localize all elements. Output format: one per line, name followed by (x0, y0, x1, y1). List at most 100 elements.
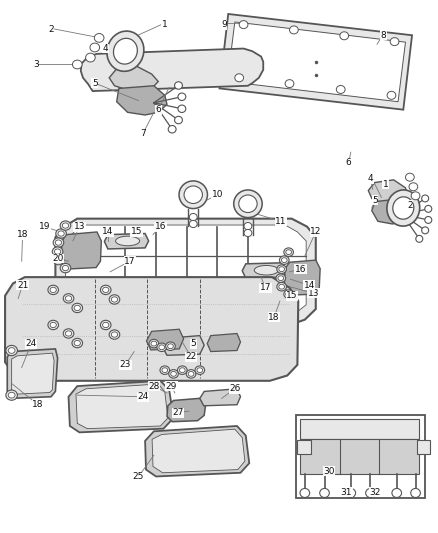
Ellipse shape (386, 190, 419, 226)
Text: 23: 23 (120, 360, 131, 369)
Text: 14: 14 (102, 228, 113, 237)
Ellipse shape (62, 223, 68, 228)
Ellipse shape (278, 284, 284, 289)
Text: 31: 31 (340, 488, 351, 497)
Ellipse shape (74, 341, 80, 346)
Ellipse shape (167, 344, 173, 349)
Ellipse shape (94, 34, 104, 42)
Polygon shape (81, 49, 263, 91)
Ellipse shape (174, 82, 182, 89)
Text: 15: 15 (131, 228, 142, 237)
Polygon shape (7, 349, 57, 398)
Ellipse shape (365, 488, 374, 497)
Polygon shape (109, 66, 158, 92)
Ellipse shape (389, 38, 398, 46)
Ellipse shape (109, 330, 120, 339)
Ellipse shape (48, 285, 58, 295)
Ellipse shape (65, 331, 71, 336)
Ellipse shape (319, 488, 328, 497)
Polygon shape (284, 260, 319, 295)
Ellipse shape (276, 265, 286, 273)
Text: 32: 32 (368, 488, 380, 497)
Bar (300, 419, 419, 439)
Text: 21: 21 (17, 280, 28, 289)
Ellipse shape (179, 181, 207, 208)
Ellipse shape (339, 32, 348, 40)
Ellipse shape (149, 340, 158, 348)
Ellipse shape (63, 294, 74, 303)
Text: 16: 16 (294, 265, 306, 273)
Ellipse shape (100, 285, 111, 295)
Text: 8: 8 (380, 31, 385, 40)
Polygon shape (371, 198, 412, 224)
Polygon shape (207, 334, 240, 352)
Ellipse shape (254, 265, 278, 275)
Polygon shape (12, 353, 54, 394)
Text: 5: 5 (371, 196, 377, 205)
Ellipse shape (162, 368, 167, 373)
Ellipse shape (283, 248, 293, 256)
Ellipse shape (58, 231, 64, 236)
Ellipse shape (165, 342, 175, 351)
Text: 18: 18 (268, 312, 279, 321)
Ellipse shape (410, 488, 420, 497)
Ellipse shape (85, 53, 95, 62)
Polygon shape (162, 336, 204, 356)
Bar (297, 440, 310, 454)
Ellipse shape (113, 38, 137, 64)
Ellipse shape (281, 258, 286, 263)
Polygon shape (367, 180, 407, 204)
Ellipse shape (276, 282, 286, 291)
Ellipse shape (424, 216, 431, 223)
Polygon shape (61, 232, 101, 269)
Ellipse shape (410, 192, 419, 200)
Ellipse shape (299, 488, 309, 497)
Text: 10: 10 (211, 190, 223, 199)
Ellipse shape (65, 296, 71, 301)
Ellipse shape (197, 368, 202, 373)
Text: 5: 5 (190, 339, 196, 348)
Ellipse shape (63, 329, 74, 338)
Ellipse shape (72, 303, 82, 313)
Ellipse shape (156, 343, 166, 352)
Ellipse shape (289, 26, 297, 34)
Ellipse shape (285, 79, 293, 87)
Text: 18: 18 (32, 400, 43, 409)
Text: 6: 6 (155, 105, 161, 114)
Ellipse shape (72, 60, 82, 69)
Ellipse shape (107, 31, 144, 71)
Ellipse shape (109, 295, 120, 304)
Ellipse shape (386, 91, 395, 99)
Ellipse shape (111, 297, 117, 302)
Text: 4: 4 (367, 174, 372, 183)
Text: 1: 1 (382, 180, 388, 189)
Ellipse shape (159, 366, 169, 374)
Ellipse shape (238, 195, 257, 213)
Ellipse shape (233, 190, 261, 217)
Polygon shape (227, 22, 405, 102)
Text: 28: 28 (148, 382, 159, 391)
Polygon shape (5, 277, 297, 381)
Text: 7: 7 (140, 129, 145, 138)
Polygon shape (55, 219, 315, 325)
Ellipse shape (279, 256, 288, 264)
Text: 3: 3 (33, 60, 39, 69)
Text: 11: 11 (274, 217, 286, 226)
Text: 20: 20 (52, 254, 63, 263)
Polygon shape (166, 398, 205, 422)
Text: 29: 29 (165, 382, 177, 391)
Text: 13: 13 (307, 288, 318, 297)
Text: 2: 2 (406, 201, 412, 210)
Ellipse shape (285, 292, 291, 296)
Ellipse shape (151, 341, 156, 346)
Ellipse shape (72, 338, 82, 348)
Text: 5: 5 (92, 78, 97, 87)
Ellipse shape (111, 332, 117, 337)
Ellipse shape (6, 390, 18, 400)
Polygon shape (104, 233, 148, 249)
Ellipse shape (50, 322, 56, 328)
Ellipse shape (405, 173, 413, 181)
Text: 2: 2 (48, 26, 54, 35)
Ellipse shape (170, 372, 176, 376)
Ellipse shape (189, 214, 197, 221)
